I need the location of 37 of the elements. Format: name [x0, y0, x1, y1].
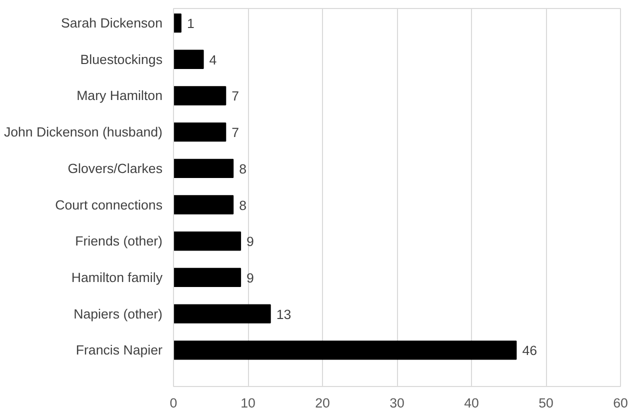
- y-tick-label: John Dickenson (husband): [4, 124, 163, 140]
- bar: [174, 13, 182, 33]
- bar: [174, 86, 226, 106]
- bar: [174, 50, 204, 69]
- data-label: 9: [246, 270, 254, 286]
- data-label: 7: [232, 88, 240, 104]
- data-label: 4: [209, 52, 218, 68]
- y-tick-label: Court connections: [55, 197, 163, 212]
- y-tick-label: Glovers/Clarkes: [68, 160, 163, 176]
- bar: [174, 268, 242, 288]
- data-label: 8: [239, 161, 247, 176]
- bar: [174, 195, 234, 214]
- x-tick-label: 0: [170, 396, 178, 410]
- data-label: 13: [276, 306, 292, 322]
- y-tick-label: Hamilton family: [71, 270, 163, 285]
- y-tick-label: Napiers (other): [74, 306, 163, 322]
- y-tick-label: Francis Napier: [76, 342, 164, 358]
- x-tick-label: 10: [240, 396, 256, 410]
- bar: [174, 304, 271, 324]
- data-label: 46: [522, 343, 538, 358]
- y-tick-label: Sarah Dickenson: [61, 16, 163, 31]
- y-tick-label: Bluestockings: [80, 52, 163, 67]
- x-tick-label: 40: [464, 396, 479, 410]
- bar: [174, 232, 242, 251]
- bar: [174, 158, 234, 178]
- x-tick-label: 60: [613, 396, 628, 410]
- y-tick-label: Friends (other): [75, 234, 163, 249]
- x-tick-label: 20: [315, 396, 330, 410]
- bar: [174, 122, 226, 142]
- data-label: 7: [232, 125, 240, 140]
- bar: [174, 340, 517, 360]
- data-label: 8: [239, 198, 247, 213]
- data-label: 9: [246, 234, 254, 250]
- x-tick-label: 30: [390, 396, 404, 410]
- x-tick-label: 50: [538, 396, 554, 410]
- data-label: 1: [186, 16, 194, 32]
- y-tick-label: Mary Hamilton: [76, 88, 163, 104]
